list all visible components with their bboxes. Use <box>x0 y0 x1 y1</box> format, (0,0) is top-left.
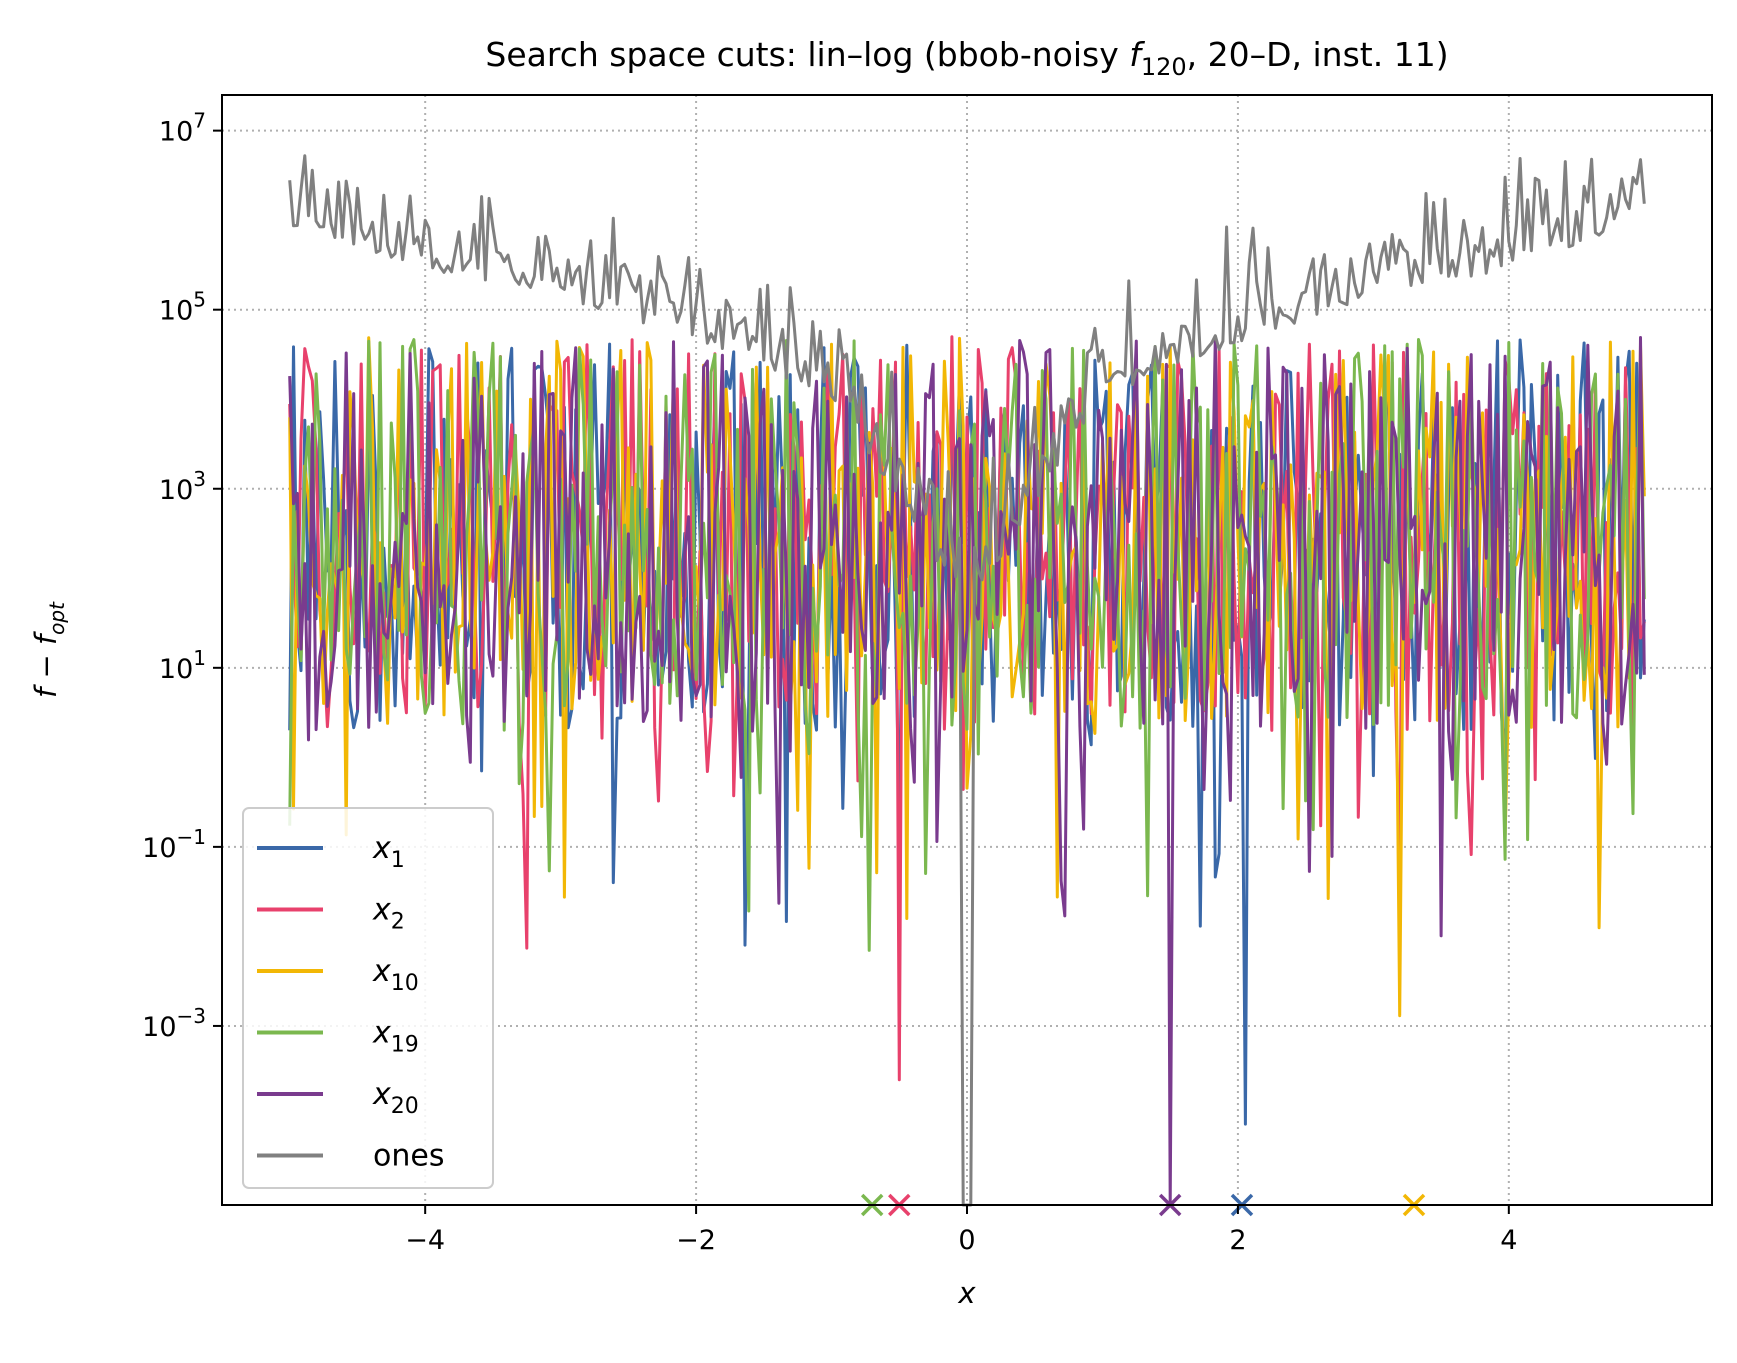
series-line-x20 <box>288 335 1646 1207</box>
legend-item-x20: x20 <box>257 1077 419 1119</box>
x-tick-label: 4 <box>1500 1225 1517 1256</box>
svg-text:x19: x19 <box>372 1016 419 1058</box>
y-tick-label: 10−3 <box>142 1004 206 1043</box>
svg-text:x10: x10 <box>372 954 419 996</box>
x-tick-label: 2 <box>1229 1225 1246 1256</box>
x-tick-label: −2 <box>676 1225 716 1256</box>
legend-item-x10: x10 <box>257 954 419 996</box>
x-tick-label: 0 <box>958 1225 975 1256</box>
y-tick-label: 105 <box>159 288 206 327</box>
y-tick-label: 101 <box>159 646 206 685</box>
chart-title: Search space cuts: lin–log (bbob-noisy f… <box>485 35 1448 81</box>
x-axis-label: x <box>957 1276 976 1310</box>
x-tick-label: −4 <box>405 1225 445 1256</box>
legend-item-x2: x2 <box>257 893 405 935</box>
svg-text:x2: x2 <box>372 893 405 935</box>
legend-item-x1: x1 <box>257 831 405 873</box>
svg-text:x20: x20 <box>372 1077 419 1119</box>
y-axis-label: f − fopt <box>29 601 69 698</box>
svg-text:x1: x1 <box>372 831 405 873</box>
svg-text:ones: ones <box>373 1139 444 1174</box>
legend-item-x19: x19 <box>257 1016 419 1058</box>
y-tick-label: 103 <box>159 467 206 506</box>
y-tick-label: 10−1 <box>142 825 206 864</box>
legend-box <box>242 807 494 1189</box>
legend-item-ones: ones <box>257 1139 444 1174</box>
series-line-x19 <box>288 338 1646 952</box>
y-tick-label: 107 <box>159 109 206 148</box>
